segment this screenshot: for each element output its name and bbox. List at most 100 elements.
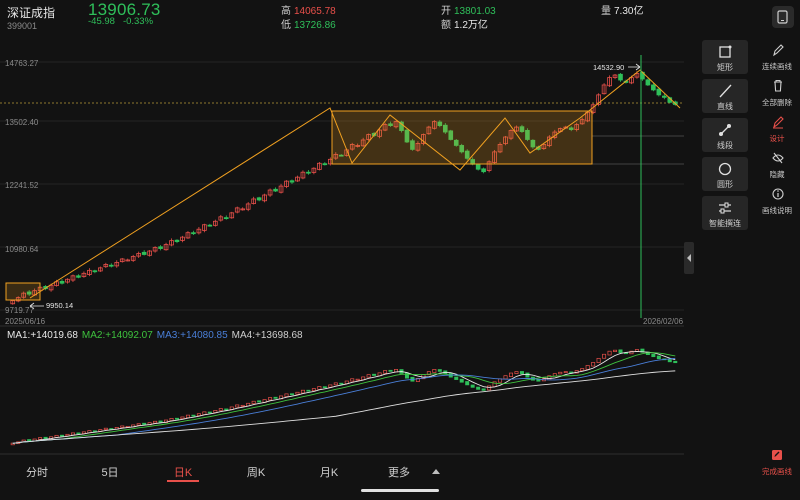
candle-body: [15, 297, 21, 302]
candle-body: [426, 126, 432, 135]
candle-body: [459, 145, 465, 153]
candle-body: [92, 270, 98, 273]
candle-body: [158, 246, 163, 249]
sub-candle: [65, 433, 70, 437]
sub-candle: [459, 378, 464, 383]
candle-body: [70, 275, 76, 281]
tool-rect[interactable]: 矩形: [702, 40, 748, 74]
sub-candle: [476, 386, 481, 390]
settings-button[interactable]: 设计: [754, 112, 800, 148]
drawn-rect-consolidation: [331, 110, 593, 165]
sub-candle: [218, 408, 223, 411]
candle-body: [185, 232, 191, 239]
candle-body: [645, 79, 651, 86]
sub-candle: [470, 384, 475, 388]
tab-intraday[interactable]: 分时: [26, 467, 48, 479]
phone-rotate-icon: [777, 10, 788, 24]
user-drawings[interactable]: [5, 55, 681, 318]
candle-body: [656, 88, 662, 96]
active-tab-indicator: [167, 480, 199, 482]
change-value: -45.98: [88, 16, 115, 27]
change-percent: -0.33%: [122, 16, 154, 27]
candle-body: [273, 188, 278, 192]
candle-body: [108, 264, 114, 267]
candle-body: [530, 139, 536, 148]
y-tick-4: 10980.64: [5, 245, 39, 254]
axis-labels: 14763.27 13502.40 12241.52 10980.64 9719…: [5, 59, 684, 326]
trash-icon: [774, 79, 782, 92]
sub-candle: [350, 378, 355, 382]
low-stat: 低 13726.86: [281, 20, 336, 31]
candle-body: [497, 144, 503, 153]
candle-body: [114, 262, 120, 267]
sub-candle: [175, 417, 179, 420]
collapse-toolbar-button[interactable]: [684, 242, 694, 274]
sub-candle: [509, 372, 513, 377]
candle-body: [541, 144, 547, 150]
candle-body: [289, 180, 295, 183]
candle-body: [234, 207, 240, 213]
low-marker-label: 9950.14: [46, 301, 73, 310]
segment-icon: [719, 124, 731, 136]
sub-candle: [311, 388, 316, 392]
candle-body: [300, 171, 306, 179]
sub-candle: [415, 378, 420, 382]
tab-weekly-k[interactable]: 周K: [246, 467, 266, 479]
rectangle-icon: [719, 45, 732, 58]
candle-body: [421, 134, 426, 144]
candle-body: [223, 217, 229, 220]
sub-candle: [289, 393, 294, 396]
ma1-line: [12, 351, 676, 444]
candle-body: [278, 185, 284, 193]
candle-body: [464, 150, 470, 159]
candle-body: [448, 130, 454, 140]
candle-body: [251, 198, 256, 204]
sub-candle: [251, 400, 256, 404]
candle-body: [382, 124, 388, 131]
candle-body: [125, 259, 131, 262]
candle-body: [651, 84, 656, 91]
sub-candle: [213, 410, 218, 413]
candle-body: [240, 208, 246, 211]
candle-body: [322, 163, 328, 166]
candle-body: [311, 167, 317, 173]
sub-candle: [372, 373, 377, 376]
y-tick-2: 13502.40: [5, 118, 39, 127]
delete-all-button[interactable]: 全部删除: [754, 76, 800, 112]
tab-5day[interactable]: 5日: [101, 467, 119, 479]
exit-landscape-button[interactable]: [772, 6, 794, 28]
tool-segment[interactable]: 线段: [702, 118, 748, 152]
sub-candle: [536, 379, 541, 382]
tab-monthly-k[interactable]: 月K: [319, 467, 339, 479]
candle-body: [360, 139, 366, 147]
sub-candle: [224, 408, 229, 411]
candle-body: [355, 145, 361, 147]
tab-daily-k[interactable]: 日K: [173, 467, 193, 479]
candle-body: [618, 73, 623, 81]
end-date-label: 2026/02/06: [643, 317, 684, 326]
tool-circle[interactable]: 圆形: [702, 157, 748, 191]
sub-candle: [257, 400, 262, 403]
candle-body: [349, 144, 355, 150]
tab-more[interactable]: 更多: [388, 467, 410, 479]
sub-candle: [602, 353, 607, 359]
sub-candle: [196, 413, 201, 416]
candle-body: [180, 236, 185, 241]
finish-drawing-button[interactable]: 完成画线: [754, 446, 800, 478]
continuous-draw-button[interactable]: 连续画线: [754, 40, 800, 76]
sub-candle: [585, 365, 590, 370]
drawing-help-button[interactable]: 画线说明: [754, 184, 800, 220]
ma3-value: MA3:+14080.85: [156, 330, 228, 341]
sub-candle: [27, 439, 32, 442]
hide-button[interactable]: 隐藏: [754, 148, 800, 184]
info-icon: [772, 188, 784, 200]
tool-line[interactable]: 直线: [702, 79, 748, 113]
candle-body: [169, 240, 174, 246]
candle-body: [333, 153, 339, 159]
sub-candle: [388, 369, 393, 372]
candles: [10, 71, 678, 305]
sub-candle: [465, 381, 470, 386]
sub-candle: [656, 355, 661, 360]
tool-smart[interactable]: 智能撰连: [702, 196, 748, 230]
